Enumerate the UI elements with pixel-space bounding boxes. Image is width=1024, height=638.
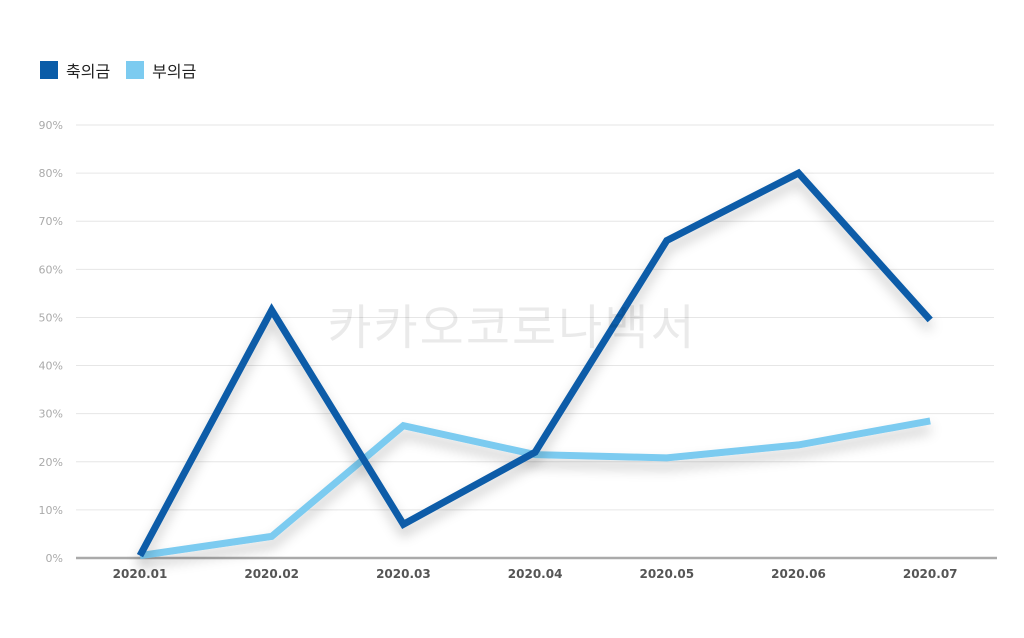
legend: 축의금 부의금 xyxy=(40,58,196,82)
y-tick-label: 30% xyxy=(39,408,63,421)
x-tick-label: 2020.07 xyxy=(903,567,958,581)
legend-label-series2: 부의금 xyxy=(152,62,197,81)
x-tick-label: 2020.06 xyxy=(771,567,826,581)
y-tick-label: 50% xyxy=(39,311,63,324)
legend-swatch-series2 xyxy=(126,61,145,79)
series-line-2 xyxy=(139,417,931,560)
x-tick-label: 2020.05 xyxy=(639,567,694,581)
y-tick-label: 10% xyxy=(39,504,63,517)
series-line-1 xyxy=(136,168,933,558)
y-tick-label: 0% xyxy=(46,552,63,565)
y-tick-label: 60% xyxy=(39,263,63,276)
y-tick-label: 90% xyxy=(39,119,63,132)
legend-label-series1: 축의금 xyxy=(66,62,111,81)
y-tick-label: 40% xyxy=(39,360,63,373)
y-tick-label: 80% xyxy=(39,167,63,180)
y-tick-label: 70% xyxy=(39,215,63,228)
x-tick-label: 2020.02 xyxy=(244,567,299,581)
watermark-text: 카카오코로나백서 xyxy=(327,300,697,356)
legend-swatch-series1 xyxy=(40,61,58,79)
legend-item-series2: 부의금 xyxy=(126,58,196,82)
x-tick-label: 2020.03 xyxy=(376,567,431,581)
x-tick-label: 2020.01 xyxy=(113,567,168,581)
y-tick-label: 20% xyxy=(39,456,63,469)
legend-item-series1: 축의금 xyxy=(40,58,110,82)
x-tick-label: 2020.04 xyxy=(508,567,563,581)
